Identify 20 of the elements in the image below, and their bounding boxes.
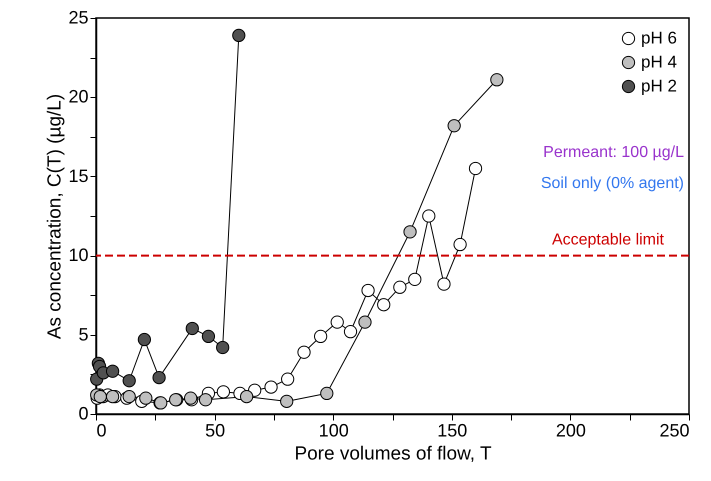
x-tick-label: 100 bbox=[318, 420, 349, 440]
x-tick-label: 250 bbox=[659, 420, 690, 440]
y-tick-label: 10 bbox=[68, 245, 88, 266]
legend-label: pH 6 bbox=[641, 28, 677, 48]
legend-label: pH 4 bbox=[641, 52, 677, 72]
y-tick-label: 25 bbox=[68, 8, 88, 28]
ref-line-label: Acceptable limit bbox=[552, 232, 665, 249]
annotation: Permeant: 100 µg/L bbox=[543, 144, 684, 161]
x-axis-title: Pore volumes of flow, T bbox=[294, 444, 492, 464]
y-axis-title: As concentration, C(T) (µg/L) bbox=[44, 94, 66, 340]
x-tick-label: 50 bbox=[205, 420, 226, 440]
x-tick-label: 0 bbox=[96, 420, 107, 440]
y-tick-label: 5 bbox=[78, 324, 88, 344]
y-tick-label: 15 bbox=[68, 166, 88, 186]
legend-label: pH 2 bbox=[641, 76, 677, 96]
x-tick-label: 150 bbox=[437, 420, 468, 440]
y-tick-label: 20 bbox=[68, 86, 88, 107]
x-tick-label: 200 bbox=[556, 420, 586, 440]
annotation: Soil only (0% agent) bbox=[540, 175, 684, 192]
y-tick-label: 0 bbox=[78, 404, 88, 424]
